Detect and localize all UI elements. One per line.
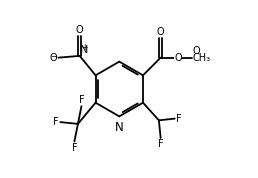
Text: F: F bbox=[158, 139, 164, 149]
Text: F: F bbox=[176, 114, 182, 124]
Text: F: F bbox=[53, 117, 59, 127]
Text: F: F bbox=[79, 95, 84, 105]
Text: O: O bbox=[76, 25, 84, 35]
Text: O: O bbox=[157, 27, 164, 37]
Text: F: F bbox=[71, 143, 77, 153]
Text: N: N bbox=[80, 45, 88, 55]
Text: CH₃: CH₃ bbox=[192, 53, 211, 63]
Text: −: − bbox=[50, 52, 57, 61]
Text: O: O bbox=[50, 53, 57, 63]
Text: O: O bbox=[192, 46, 200, 56]
Text: O: O bbox=[174, 53, 182, 63]
Text: N: N bbox=[115, 121, 124, 134]
Text: +: + bbox=[81, 43, 87, 52]
